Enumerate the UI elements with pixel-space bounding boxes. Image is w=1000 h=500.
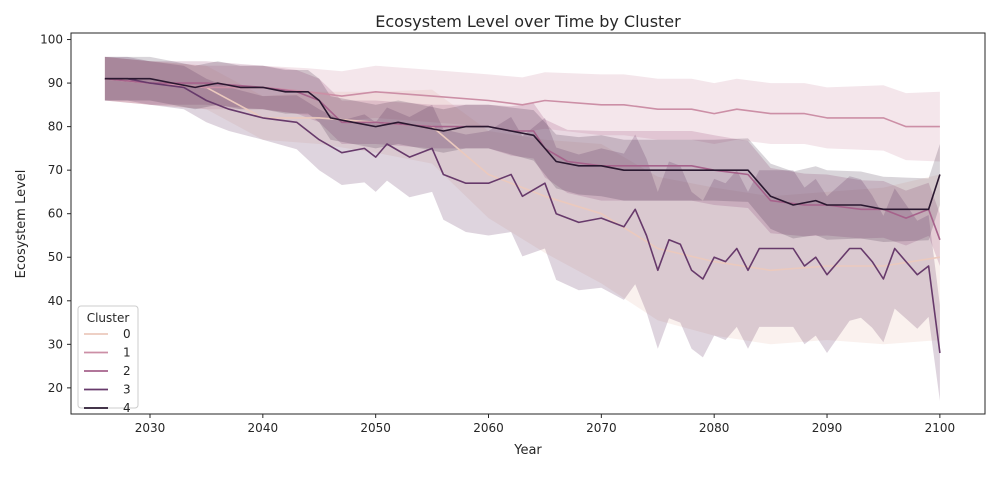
- confidence-band-4: [104, 56, 940, 243]
- y-tick-label: 90: [48, 76, 63, 90]
- legend-label-3: 3: [123, 383, 131, 397]
- x-axis-title: Year: [513, 443, 542, 458]
- confidence-band-0: [104, 56, 940, 345]
- chart-title: Ecosystem Level over Time by Cluster: [375, 12, 681, 31]
- confidence-band-1: [104, 56, 940, 162]
- series-lines: [104, 77, 941, 354]
- legend: Cluster 0 1 2 3 4: [77, 305, 139, 415]
- x-tick-label: 2100: [925, 421, 956, 435]
- y-axis-title: Ecosystem Level: [14, 170, 29, 279]
- y-tick-label: 70: [48, 163, 63, 177]
- legend-label-2: 2: [123, 364, 131, 378]
- series-line-4: [104, 77, 941, 211]
- confidence-band-3: [104, 56, 940, 401]
- legend-label-0: 0: [123, 327, 131, 341]
- x-tick-label: 2060: [473, 421, 504, 435]
- x-axis: 2030 2040 2050 2060 2070 2080 2090 2100: [135, 414, 955, 435]
- confidence-bands: [104, 56, 940, 401]
- y-tick-label: 60: [48, 207, 63, 221]
- y-axis: 20 30 40 50 60 70 80 90 100: [40, 33, 71, 395]
- x-tick-label: 2070: [586, 421, 617, 435]
- y-tick-label: 80: [48, 120, 63, 134]
- y-tick-label: 30: [48, 337, 63, 351]
- x-tick-label: 2080: [699, 421, 730, 435]
- legend-title: Cluster: [87, 311, 130, 325]
- x-tick-label: 2030: [135, 421, 166, 435]
- series-line-3: [104, 77, 941, 354]
- y-tick-label: 100: [40, 33, 63, 47]
- y-tick-label: 20: [48, 381, 63, 395]
- x-tick-label: 2040: [248, 421, 279, 435]
- series-line-2: [104, 77, 941, 241]
- legend-label-1: 1: [123, 346, 131, 360]
- confidence-band-2: [104, 56, 940, 267]
- x-tick-label: 2050: [360, 421, 391, 435]
- y-tick-label: 50: [48, 250, 63, 264]
- y-tick-label: 40: [48, 294, 63, 308]
- plot-frame: [70, 32, 986, 415]
- legend-label-4: 4: [123, 401, 131, 415]
- x-tick-label: 2090: [812, 421, 843, 435]
